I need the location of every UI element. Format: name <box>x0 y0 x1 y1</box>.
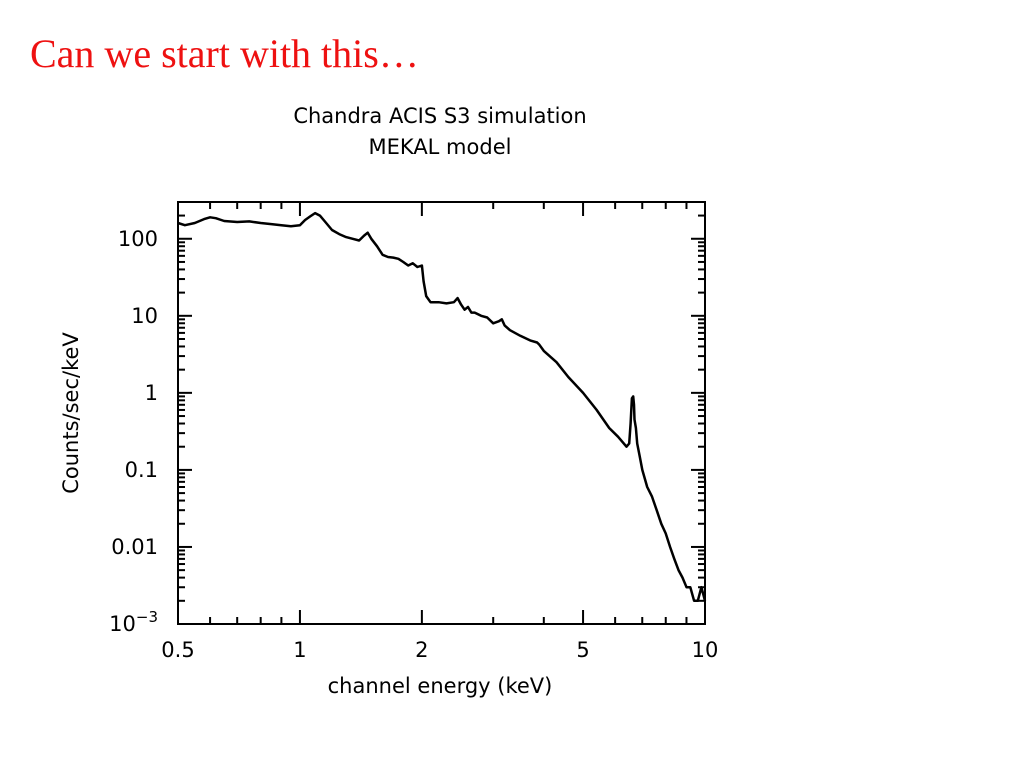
x-tick-label-0: 0.5 <box>161 638 194 662</box>
slide-title: Can we start with this… <box>30 31 419 76</box>
plot-frame <box>177 201 706 625</box>
x-tick-labels: 0.5 1 2 5 10 <box>161 638 718 662</box>
x-tick-label-1: 1 <box>293 638 306 662</box>
spectrum-line-0 <box>177 211 707 603</box>
y-tick-label-1: 10 <box>131 304 158 328</box>
series-group <box>177 211 707 603</box>
x-axis-label: channel energy (keV) <box>328 674 553 698</box>
axis-ticks <box>177 201 706 625</box>
y-axis-label: Counts/sec/keV <box>59 332 83 494</box>
chart-title: Chandra ACIS S3 simulation <box>293 104 586 128</box>
y-tick-label-4: 0.01 <box>111 535 158 559</box>
y-tick-label-3: 0.1 <box>125 458 158 482</box>
y-tick-label-0: 100 <box>118 227 158 251</box>
y-tick-label-5: 10−3 <box>109 608 158 636</box>
chart-subtitle: MEKAL model <box>369 135 512 159</box>
x-tick-label-4: 10 <box>692 638 719 662</box>
x-tick-label-2: 2 <box>415 638 428 662</box>
y-tick-label-2: 1 <box>145 381 158 405</box>
x-tick-label-3: 5 <box>576 638 589 662</box>
y-tick-labels: 100 10 1 0.1 0.01 10−3 <box>109 227 158 636</box>
